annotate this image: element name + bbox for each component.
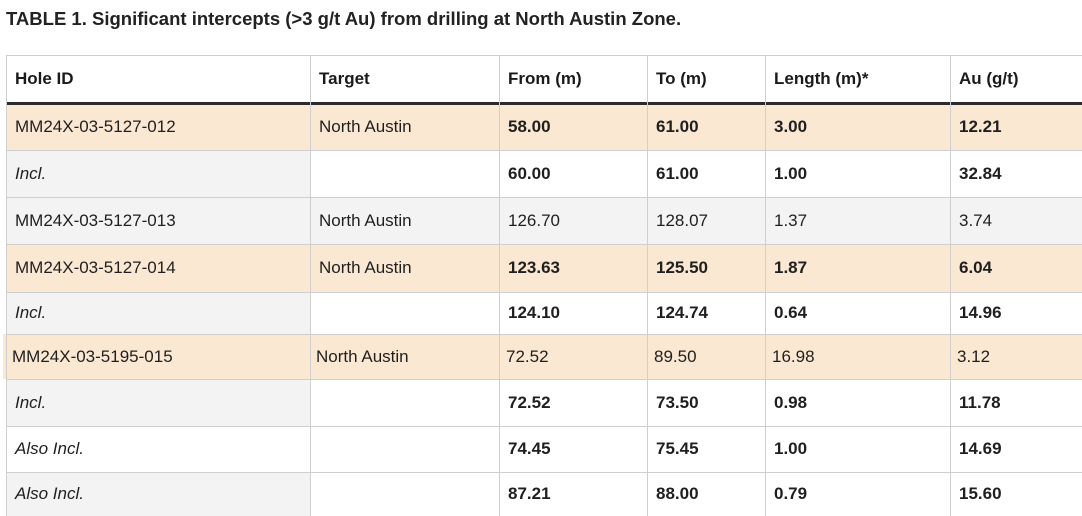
target-cell [310,150,499,197]
to-cell: 75.45 [647,426,765,472]
column-header: Target [319,69,370,88]
from-cell: 126.70 [499,197,647,244]
target-cell [310,379,499,426]
header-divider [6,102,1082,105]
length-cell: 0.98 [765,379,950,426]
au-cell: 6.04 [950,244,1082,292]
column-divider [499,55,500,516]
hole-id-cell: Also Incl. [6,472,310,516]
column-header: Length (m)* [774,69,869,88]
au-cell: 14.69 [950,426,1082,472]
to-cell: 124.74 [647,292,765,334]
target-cell: North Austin [310,244,499,292]
to-cell: 88.00 [647,472,765,516]
column-header: Au (g/t) [959,69,1019,88]
hole-id-cell: Incl. [6,379,310,426]
au-cell: 12.21 [950,103,1082,150]
hole-id-cell: MM24X-03-5195-015 [3,334,310,379]
from-cell: 72.52 [499,379,647,426]
length-cell: 0.79 [765,472,950,516]
hole-id-cell: Incl. [6,292,310,334]
to-cell: 128.07 [647,197,765,244]
to-cell: 89.50 [647,334,765,379]
au-cell: 14.96 [950,292,1082,334]
from-cell: 72.52 [499,334,647,379]
column-header: From (m) [508,69,582,88]
row-divider [6,334,1082,335]
hole-id-cell: Incl. [6,150,310,197]
hole-id-cell: MM24X-03-5127-014 [6,244,310,292]
hole-id-cell: MM24X-03-5127-013 [6,197,310,244]
row-divider [6,426,1082,427]
row-divider [6,197,1082,198]
from-cell: 60.00 [499,150,647,197]
row-divider [6,472,1082,473]
column-header: To (m) [656,69,707,88]
au-cell: 3.12 [950,334,1082,379]
from-cell: 124.10 [499,292,647,334]
au-cell: 11.78 [950,379,1082,426]
hole-id-cell: Also Incl. [6,426,310,472]
to-cell: 61.00 [647,150,765,197]
table-title: TABLE 1. Significant intercepts (>3 g/t … [6,8,682,29]
from-cell: 87.21 [499,472,647,516]
column-divider [6,55,7,516]
length-cell: 16.98 [765,334,950,379]
to-cell: 125.50 [647,244,765,292]
target-cell: North Austin [310,103,499,150]
row-divider [6,379,1082,380]
from-cell: 58.00 [499,103,647,150]
target-cell: North Austin [307,334,499,379]
hole-id-cell: MM24X-03-5127-012 [6,103,310,150]
row-divider [6,244,1082,245]
length-cell: 1.00 [765,150,950,197]
length-cell: 3.00 [765,103,950,150]
from-cell: 74.45 [499,426,647,472]
length-cell: 1.00 [765,426,950,472]
length-cell: 1.37 [765,197,950,244]
au-cell: 3.74 [950,197,1082,244]
column-header: Hole ID [15,69,74,88]
column-divider [647,55,648,516]
column-divider [310,55,311,516]
target-cell [310,292,499,334]
target-cell: North Austin [310,197,499,244]
au-cell: 32.84 [950,150,1082,197]
target-cell [310,426,499,472]
row-divider [6,292,1082,293]
length-cell: 0.64 [765,292,950,334]
row-divider [6,150,1082,151]
length-cell: 1.87 [765,244,950,292]
to-cell: 61.00 [647,103,765,150]
column-divider [765,55,766,516]
target-cell [310,472,499,516]
to-cell: 73.50 [647,379,765,426]
column-divider [950,55,951,516]
row-divider [6,55,1082,56]
from-cell: 123.63 [499,244,647,292]
au-cell: 15.60 [950,472,1082,516]
